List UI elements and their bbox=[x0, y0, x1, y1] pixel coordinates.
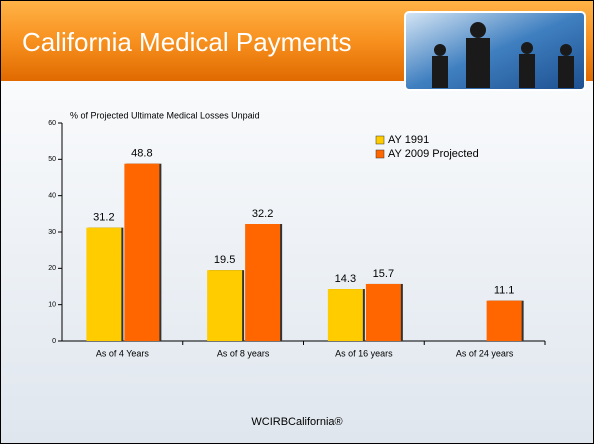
x-tick-label: As of 16 years bbox=[335, 348, 393, 358]
y-tick-label: 50 bbox=[48, 156, 56, 163]
footer: WCIRBCalifornia® bbox=[251, 416, 342, 428]
slide-title: California Medical Payments bbox=[22, 27, 351, 57]
legend-swatch bbox=[376, 136, 384, 144]
legend-swatch bbox=[376, 150, 384, 158]
page: California Medical Payments % of Project… bbox=[0, 0, 594, 444]
data-label: 32.2 bbox=[252, 208, 273, 220]
x-tick-label: As of 24 years bbox=[456, 348, 514, 358]
data-label: 14.3 bbox=[335, 273, 356, 285]
bar bbox=[245, 224, 280, 341]
y-tick-label: 40 bbox=[48, 193, 56, 200]
bar bbox=[487, 301, 522, 341]
y-tick-label: 10 bbox=[48, 302, 56, 309]
bar bbox=[207, 270, 242, 341]
x-tick-label: As of 4 Years bbox=[96, 348, 150, 358]
data-label: 31.2 bbox=[93, 212, 114, 224]
data-label: 15.7 bbox=[373, 268, 394, 280]
bar bbox=[366, 284, 401, 341]
bar bbox=[328, 289, 363, 341]
legend-label: AY 2009 Projected bbox=[388, 148, 479, 160]
y-tick-label: 0 bbox=[52, 338, 56, 345]
bar bbox=[86, 228, 121, 341]
bar bbox=[124, 164, 159, 341]
data-label: 19.5 bbox=[214, 254, 235, 266]
y-axis-label: % of Projected Ultimate Medical Losses U… bbox=[70, 110, 260, 120]
legend-label: AY 1991 bbox=[388, 134, 429, 146]
data-label: 48.8 bbox=[131, 148, 152, 160]
y-tick-label: 20 bbox=[48, 265, 56, 272]
y-tick-label: 60 bbox=[48, 120, 56, 127]
x-tick-label: As of 8 years bbox=[217, 348, 270, 358]
y-tick-label: 30 bbox=[48, 229, 56, 236]
data-label: 11.1 bbox=[494, 285, 515, 297]
slide: California Medical Payments % of Project… bbox=[0, 0, 594, 444]
